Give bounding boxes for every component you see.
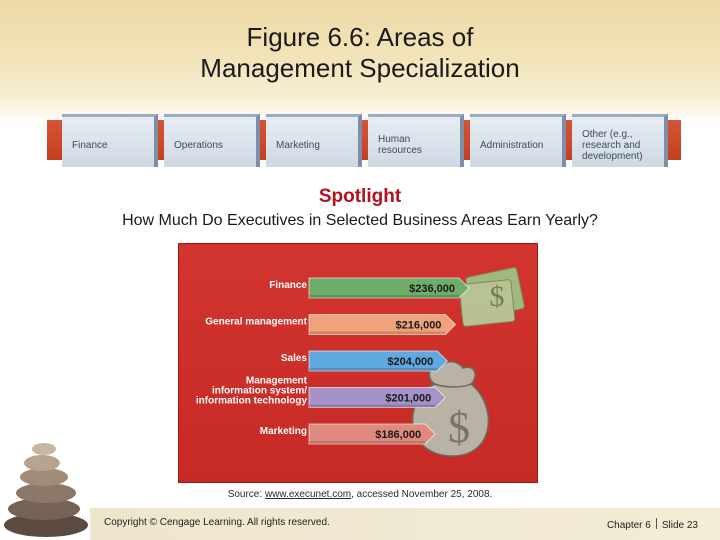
specialization-operations: Operations: [164, 114, 260, 167]
bar-shadow-3: [309, 404, 436, 408]
salary-chart-svg: $ $ Finance $236,000 General management $21…: [196, 267, 525, 457]
salary-chart: $ $ Finance $236,000 General management $21…: [178, 243, 538, 483]
specialization-finance: Finance: [62, 114, 158, 167]
specialization-other: Other (e.g., research and development): [572, 114, 668, 167]
bar-0: [308, 277, 470, 299]
bar-shadow-4: [309, 441, 426, 444]
footer-bar: [90, 508, 720, 540]
specialization-marketing: Marketing: [266, 114, 362, 167]
copyright-text: Copyright © Cengage Learning. All rights…: [104, 517, 330, 528]
bar-3: [308, 387, 446, 408]
source-link[interactable]: www.execunet.com: [264, 489, 352, 500]
spotlight-heading: Spotlight: [318, 186, 402, 207]
header-background: [0, 0, 720, 95]
bar-2: [308, 350, 449, 372]
value-label-2: $204,000: [387, 356, 433, 368]
dollar-bills-icon: $: [458, 267, 525, 327]
slide-title: Figure 6.6: Areas of Management Speciali…: [0, 22, 720, 84]
source-note: Source: www.execunet.com, accessed Novem…: [0, 489, 720, 500]
bar-shadow-1: [309, 331, 446, 335]
slide-title-line-1: Figure 6.6: Areas of: [246, 22, 474, 52]
spotlight-subtitle: How Much Do Executives in Selected Busin…: [122, 212, 598, 229]
footer-separator: [655, 518, 657, 529]
specialization-administration: Administration: [470, 114, 566, 167]
slide-label: Slide 23: [661, 520, 698, 531]
bar-4: [308, 423, 436, 445]
source-prefix: Source:: [227, 489, 265, 500]
bar-shadow-0: [309, 295, 459, 298]
category-label-2: Sales: [281, 353, 308, 364]
bars-layer: Finance $236,000 General management $216,00…: [196, 277, 470, 445]
category-label-4: Marketing: [260, 426, 307, 437]
value-label-0: $236,000: [409, 283, 455, 295]
value-label-3: $201,000: [385, 393, 431, 405]
specialization-human-resources: Human resources: [368, 114, 464, 167]
bar-shadow-2: [309, 368, 438, 371]
slide-number: Chapter 6 Slide 23: [607, 518, 698, 531]
svg-text:$: $: [448, 403, 470, 452]
chapter-label: Chapter 6: [606, 520, 651, 531]
source-suffix: , accessed November 25, 2008.: [351, 489, 493, 500]
svg-text:$: $: [490, 280, 505, 313]
category-label-3: Management information system/information…: [196, 376, 308, 407]
value-label-4: $186,000: [375, 429, 421, 441]
value-label-1: $216,000: [396, 320, 442, 332]
slide-title-line-2: Management Specialization: [200, 53, 520, 83]
bar-1: [308, 314, 457, 335]
category-label-1: General management: [205, 317, 307, 328]
category-label-0: Finance: [269, 280, 307, 291]
stacked-stones-icon: [4, 443, 88, 537]
